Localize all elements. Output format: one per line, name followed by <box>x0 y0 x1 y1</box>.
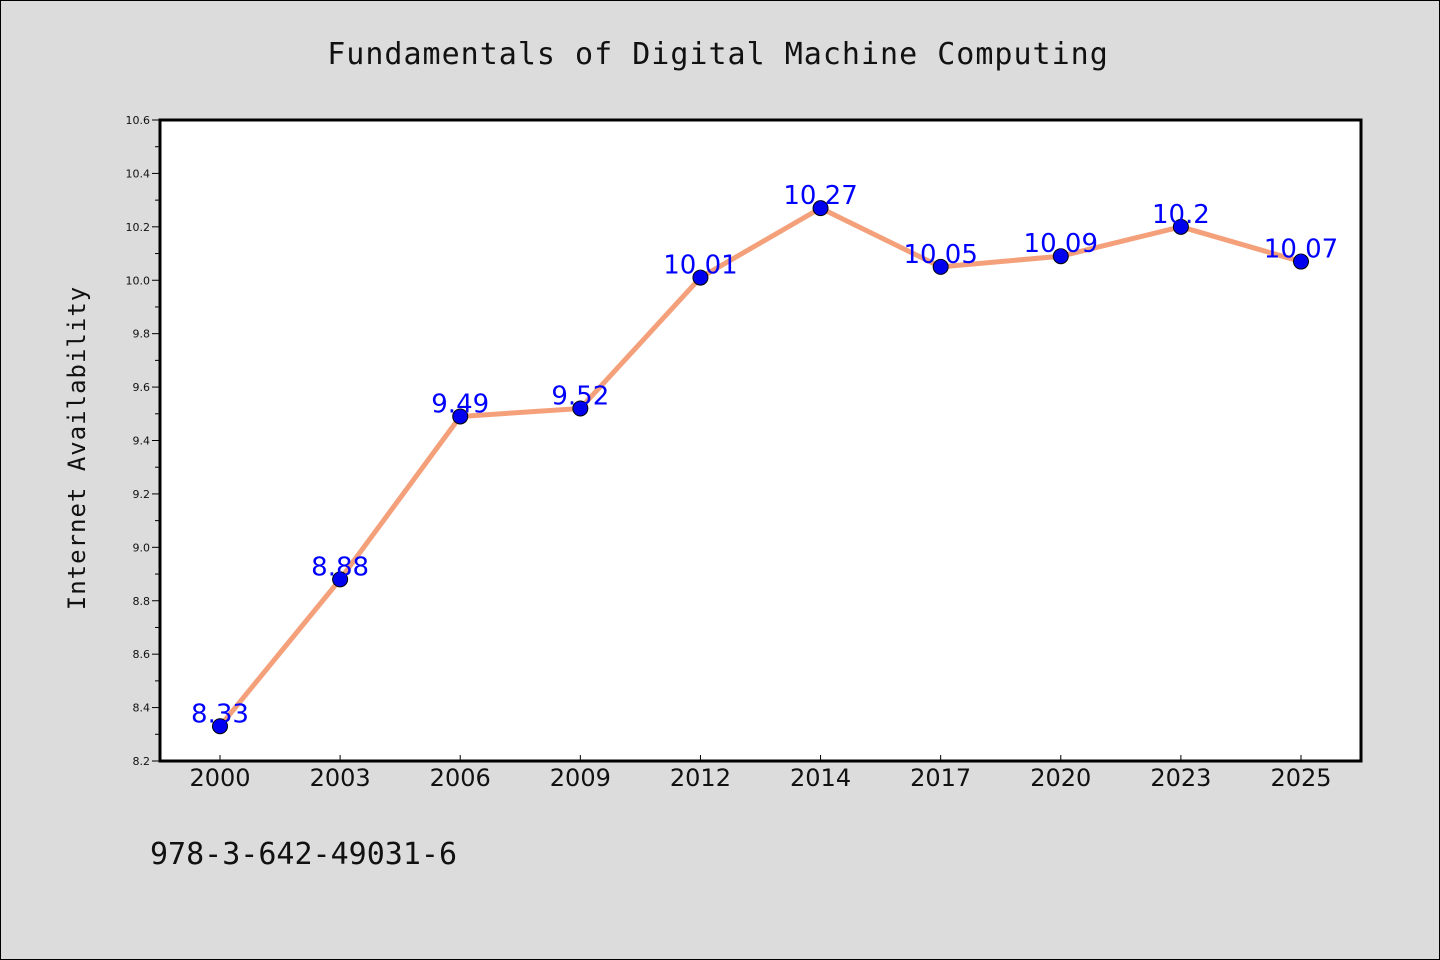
data-point <box>1052 248 1069 265</box>
data-point <box>812 200 829 217</box>
y-tick-label: 9.0 <box>133 541 151 554</box>
x-tick-label: 2017 <box>910 764 971 792</box>
y-axis-ticks: 8.2 8.4 8.6 8.8 9.0 9.2 9.4 9.6 9.8 10.0 10.2 10.4 1… <box>126 114 160 768</box>
data-label: 10.07 <box>1264 235 1338 265</box>
x-tick-label: 2020 <box>1030 764 1091 792</box>
data-labels-layer: 8.33 8.88 9.49 9.52 10.01 10.27 10.05 10.09 10.2… <box>191 181 1338 729</box>
y-tick-label: 8.6 <box>133 648 151 661</box>
data-label: 9.49 <box>431 389 489 419</box>
data-point <box>452 408 469 425</box>
data-label: 10.2 <box>1152 200 1210 230</box>
y-tick-label: 9.6 <box>133 381 151 394</box>
data-point <box>932 258 949 275</box>
data-label: 10.01 <box>663 251 737 281</box>
data-point <box>692 269 709 286</box>
data-label: 9.52 <box>551 381 609 411</box>
series-line <box>218 205 1302 728</box>
x-tick-label: 2003 <box>310 764 371 792</box>
x-tick-label: 2014 <box>790 764 851 792</box>
data-label: 8.88 <box>311 552 369 582</box>
y-tick-label: 10.2 <box>126 221 151 234</box>
data-point <box>572 400 589 417</box>
x-tick-label: 2025 <box>1270 764 1331 792</box>
chart-title: Fundamentals of Digital Machine Computin… <box>327 37 1109 72</box>
x-tick-label: 2000 <box>189 764 250 792</box>
x-axis-ticks: 2000 2003 2006 2009 2012 2014 2017 2020 2023 2025 <box>189 755 1332 792</box>
y-tick-label: 9.4 <box>133 435 151 448</box>
series-layer <box>212 200 1309 735</box>
data-point <box>1172 218 1189 235</box>
plot-area <box>158 118 1363 763</box>
x-tick-label: 2006 <box>430 764 491 792</box>
data-point <box>1293 253 1309 270</box>
y-tick-label: 10.4 <box>126 167 151 180</box>
y-axis-label: Internet Availability <box>63 286 91 610</box>
data-point <box>332 571 349 588</box>
x-tick-label: 2012 <box>670 764 731 792</box>
data-label: 8.33 <box>191 699 249 729</box>
data-label: 10.05 <box>903 240 977 270</box>
data-label: 10.27 <box>783 181 857 211</box>
y-tick-label: 10.6 <box>126 114 151 127</box>
y-tick-label: 9.2 <box>133 488 151 501</box>
y-tick-label: 8.2 <box>133 755 151 768</box>
data-label: 10.09 <box>1024 229 1098 259</box>
data-point <box>212 718 228 735</box>
x-tick-label: 2023 <box>1150 764 1211 792</box>
y-tick-label: 8.4 <box>133 702 151 715</box>
y-tick-label: 10.0 <box>126 274 151 287</box>
x-tick-label: 2009 <box>550 764 611 792</box>
y-tick-label: 9.8 <box>133 328 151 341</box>
isbn-text: 978-3-642-49031-6 <box>150 837 457 872</box>
y-tick-label: 8.8 <box>133 595 151 608</box>
